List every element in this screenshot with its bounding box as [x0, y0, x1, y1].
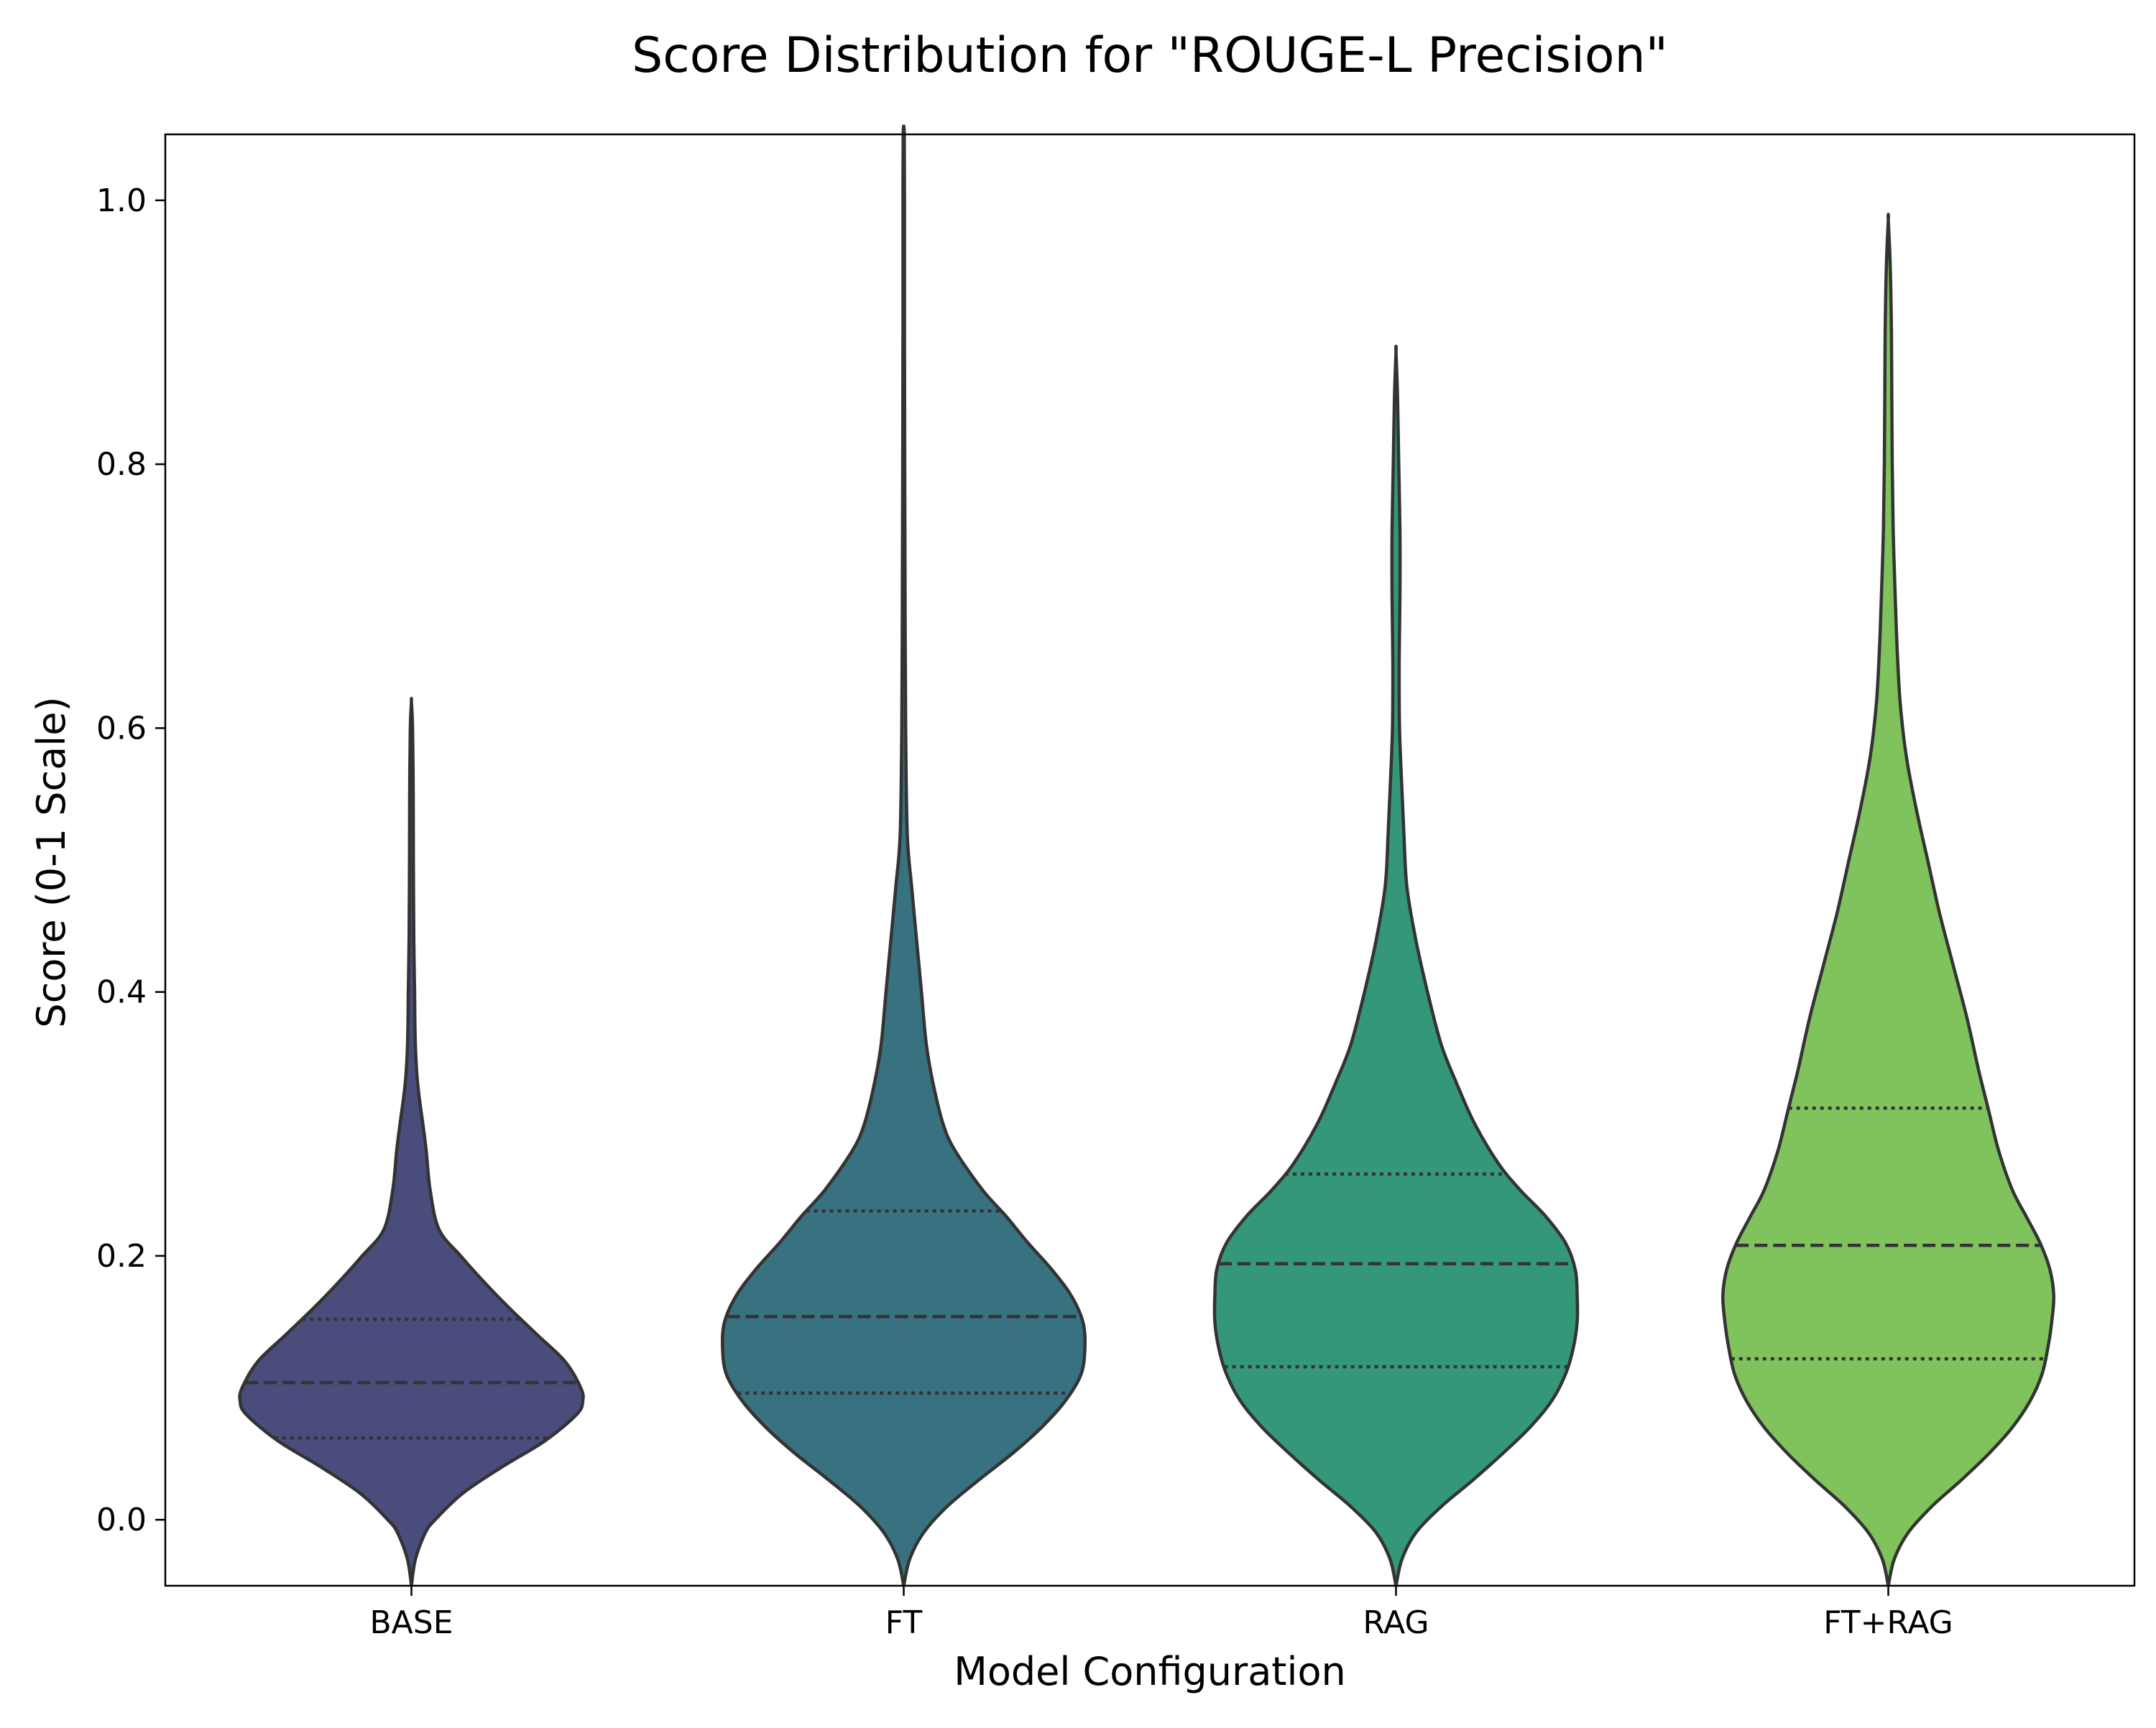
- chart-title: Score Distribution for "ROUGE-L Precisio…: [632, 27, 1668, 84]
- violin-rag: [1212, 344, 1580, 1586]
- x-axis-label: Model Configuration: [954, 1649, 1346, 1694]
- x-tick-label-ft: FT: [885, 1604, 923, 1641]
- y-tick-label-0-6: 0.6: [96, 710, 147, 747]
- plot-frame: [164, 133, 2136, 1587]
- violin-ft: [720, 124, 1087, 1586]
- violin-body-base: [238, 696, 585, 1586]
- x-tick-label-rag: RAG: [1363, 1604, 1429, 1641]
- violin-ft-rag: [1720, 213, 2056, 1586]
- violins-layer: [238, 124, 2056, 1586]
- violin-base: [238, 696, 585, 1586]
- violin-body-rag: [1212, 344, 1580, 1586]
- y-tick-label-0-2: 0.2: [96, 1238, 147, 1275]
- violin-body-ft: [720, 124, 1087, 1586]
- y-axis-label: Score (0-1 Scale): [29, 696, 74, 1027]
- x-tick-label-ft-rag: FT+RAG: [1823, 1604, 1953, 1641]
- y-tick-label-0-0: 0.0: [96, 1502, 147, 1538]
- y-tick-label-1-0: 1.0: [96, 182, 147, 219]
- ticks-layer: BASE FT RAG FT+RAG 0.0 0.2 0.4 0.6 0.8 1.0: [96, 182, 1953, 1641]
- x-tick-label-base: BASE: [369, 1604, 453, 1641]
- y-tick-label-0-4: 0.4: [96, 974, 147, 1011]
- y-tick-label-0-8: 0.8: [96, 446, 147, 483]
- violin-body-ft-rag: [1720, 213, 2056, 1586]
